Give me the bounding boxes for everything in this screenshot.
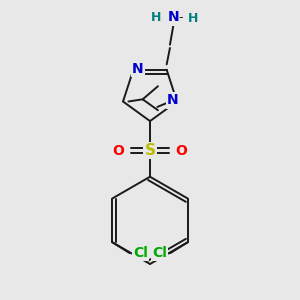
Text: Cl: Cl — [152, 246, 167, 260]
Text: N: N — [132, 62, 143, 76]
Text: H: H — [188, 12, 198, 25]
Text: N: N — [167, 11, 179, 24]
Text: O: O — [176, 143, 188, 158]
Text: S: S — [145, 143, 155, 158]
Text: N: N — [167, 93, 178, 107]
Text: Cl: Cl — [133, 246, 148, 260]
Text: O: O — [112, 143, 124, 158]
Text: H: H — [151, 11, 161, 24]
Text: -: - — [178, 11, 183, 24]
